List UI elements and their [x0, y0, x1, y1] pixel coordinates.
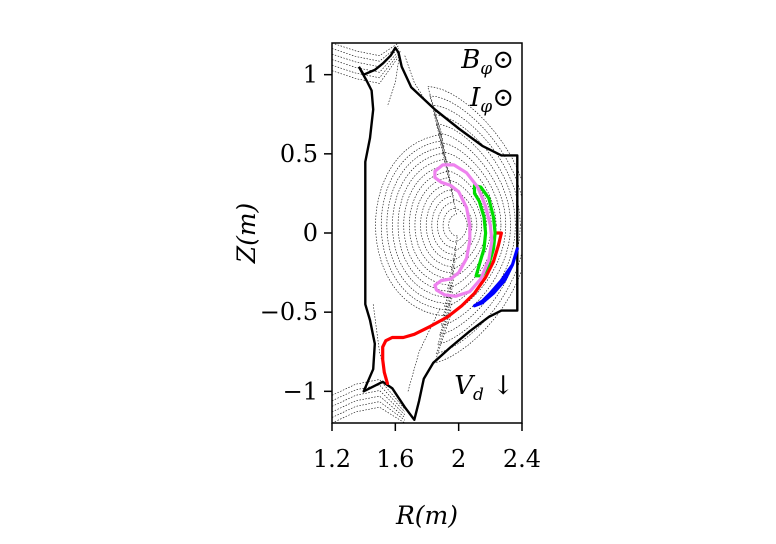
flux-surface: [425, 170, 487, 280]
annotation-i-phi-text: I: [469, 83, 481, 113]
separatrix-leg: [404, 55, 428, 104]
orbit-green: [472, 183, 497, 278]
annotation-v-d-text: V: [454, 371, 475, 401]
divertor-flux-line: [332, 51, 399, 73]
orbit-blue: [472, 247, 519, 308]
annotation-v-d: Vd ↓: [454, 371, 514, 405]
x-tick-label: 1.6: [376, 445, 414, 473]
y-tick-label: 0.5: [280, 140, 318, 168]
orbit-red: [381, 231, 503, 385]
divertor-flux-line: [332, 390, 406, 415]
x-tick-label: 1.2: [313, 445, 351, 473]
orbit-violet: [433, 163, 494, 298]
divertor-flux-line: [332, 379, 406, 410]
orbit-traces: [381, 163, 519, 385]
y-tick-label: 0: [303, 219, 318, 247]
annotation-i-phi-suffix: ⊙: [492, 83, 514, 113]
divertor-flux-line: [332, 384, 406, 413]
y-axis-label: Z(m): [232, 203, 261, 265]
divertor-flux-line: [332, 53, 399, 79]
flux-surface: [375, 86, 522, 364]
annotation-b-phi: Bφ⊙: [460, 45, 514, 79]
y-tick-label: −0.5: [260, 298, 318, 326]
flux-surface: [442, 198, 473, 252]
annotation-b-phi-sub: φ: [480, 59, 492, 79]
divertor-flux-line: [332, 43, 399, 57]
annotation-b-phi-text: B: [460, 45, 480, 75]
annotation-i-phi: Iφ⊙: [469, 83, 514, 117]
wall-outline: [357, 46, 519, 421]
flux-surface: [397, 123, 511, 327]
flux-surface: [392, 114, 516, 336]
flux-surface: [386, 104, 521, 345]
flux-surface: [420, 161, 492, 289]
flux-surface: [437, 189, 478, 261]
divertor-flux-line: [332, 48, 399, 68]
flux-surface: [414, 151, 497, 299]
separatrix-leg: [387, 50, 401, 107]
annotation-v-d-sub: d: [473, 385, 484, 405]
divertor-flux-line: [332, 406, 405, 423]
y-tick-label: 1: [303, 61, 318, 89]
x-axis-label: R(m): [395, 501, 458, 530]
flux-surface: [448, 208, 468, 243]
divertor-flux-line: [332, 45, 399, 62]
x-tick-label: 2.4: [503, 445, 541, 473]
annotation-b-phi-suffix: ⊙: [492, 45, 514, 75]
axis-ticks: 1.2 1.6 2 2.4 1 0.5 0 −0.5 −1: [260, 61, 541, 473]
divertor-flux-line: [332, 401, 405, 421]
flux-surface: [408, 142, 502, 308]
divertor-flux-line: [332, 395, 405, 418]
annotation-v-d-suffix: ↓: [484, 371, 514, 401]
y-tick-label: −1: [283, 377, 318, 405]
flux-surface: [380, 95, 522, 354]
vessel-wall: [357, 46, 519, 421]
x-tick-label: 2: [451, 445, 466, 473]
flux-surface: [431, 179, 483, 271]
annotation-i-phi-sub: φ: [480, 97, 492, 117]
